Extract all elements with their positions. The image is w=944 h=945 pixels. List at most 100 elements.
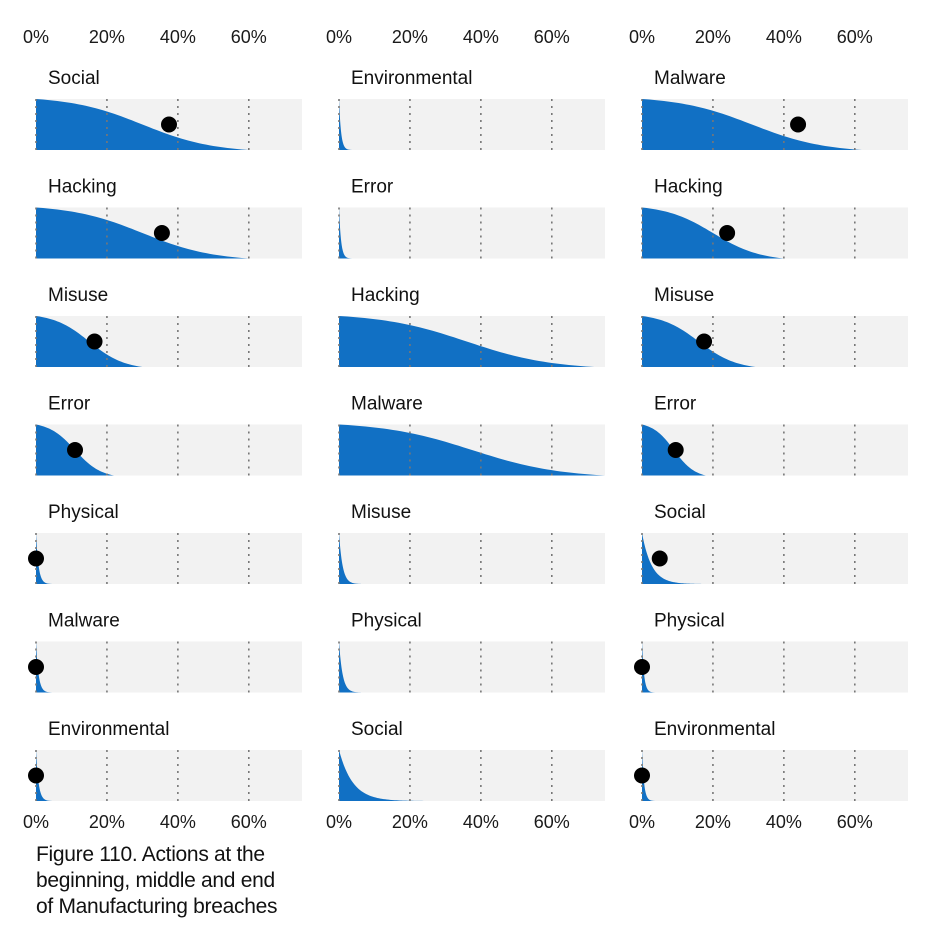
median-marker [651,550,668,567]
panel-label: Hacking [48,177,117,198]
median-marker [28,550,44,567]
bottom-tick-label: 20% [392,812,428,832]
panel-beginning-physical: Physical [28,502,302,584]
panel-label: Physical [654,611,725,632]
panel-label: Hacking [654,177,723,198]
panel-label: Environmental [48,719,169,740]
panel-label: Physical [351,611,422,632]
median-marker [28,767,44,784]
bottom-tick-label: 20% [695,812,731,832]
panel-track [642,750,908,801]
figure-caption: Figure 110. Actions at the beginning, mi… [36,842,336,920]
panel-label: Social [48,68,100,89]
panel-label: Error [48,394,91,415]
panel-beginning-hacking: Hacking [35,177,302,259]
median-marker [634,767,650,784]
distribution-area [339,641,364,693]
bottom-tick-label: 40% [766,812,802,832]
panel-beginning-environmental: Environmental [28,719,302,801]
panel-track [36,533,302,584]
caption-line-1: Figure 110. Actions at the [36,843,265,866]
top-tick-label: 20% [695,27,731,47]
panel-end-social: Social [641,502,908,584]
panel-label: Malware [351,394,423,415]
panel-end-physical: Physical [634,611,908,693]
panel-label: Misuse [48,285,108,306]
panel-beginning-misuse: Misuse [35,285,302,367]
top-tick-label: 40% [463,27,499,47]
panel-label: Physical [48,502,119,523]
panel-track [339,533,605,584]
distribution-area [36,533,54,584]
bottom-tick-label: 60% [231,812,267,832]
distribution-area [339,533,364,584]
panel-middle-misuse: Misuse [338,502,605,584]
distribution-area [36,750,54,801]
panel-label: Error [351,177,394,198]
panel-middle-hacking: Hacking [338,285,605,367]
distribution-area [339,99,354,150]
panel-beginning-social: Social [35,68,302,150]
panel-end-misuse: Misuse [641,285,908,367]
top-tick-label: 0% [326,27,352,47]
panel-beginning-malware: Malware [28,611,302,693]
panel-track [642,641,908,693]
column-end: 0% 20% 40% 60% 0% 20% 40% 60% Malware Hacking Misu… [629,27,908,832]
panel-label: Environmental [351,68,472,89]
panel-end-error: Error [641,394,908,476]
median-marker [696,333,713,350]
distribution-area [642,99,862,150]
panel-label: Hacking [351,285,420,306]
bottom-tick-label: 40% [160,812,196,832]
panel-end-malware: Malware [641,68,908,150]
distribution-area [339,424,605,476]
panel-label: Environmental [654,719,775,740]
panel-track [339,750,605,801]
caption-line-2: beginning, middle and end [36,869,275,892]
top-tick-label: 20% [89,27,125,47]
panel-track [36,750,302,801]
distribution-area [36,424,115,476]
panel-track [339,207,605,259]
distribution-area [339,316,595,367]
distribution-area [642,641,657,693]
distribution-area [339,750,435,801]
distribution-area [642,424,706,476]
panel-middle-social: Social [338,719,605,801]
distribution-area [36,641,54,693]
panel-label: Social [351,719,403,740]
distribution-area [36,99,249,150]
median-marker [634,659,650,675]
top-tick-label: 20% [392,27,428,47]
median-marker [161,116,177,133]
median-marker [153,225,170,241]
panel-middle-environmental: Environmental [338,68,605,150]
median-marker [667,442,684,458]
panel-middle-error: Error [338,177,605,259]
distribution-area [36,207,249,259]
bottom-tick-label: 40% [463,812,499,832]
median-marker [790,116,807,133]
distribution-area [339,207,354,259]
caption-line-3: of Manufacturing breaches [36,895,278,918]
panel-label: Social [654,502,706,523]
bottom-tick-label: 60% [837,812,873,832]
bottom-tick-label: 0% [326,812,352,832]
column-middle: 0% 20% 40% 60% 0% 20% 40% 60% Environmental Error… [326,27,605,832]
top-tick-label: 40% [766,27,802,47]
panel-end-hacking: Hacking [641,177,908,259]
panel-middle-physical: Physical [338,611,605,693]
panel-track [36,641,302,693]
median-marker [719,225,736,241]
panel-track [642,533,908,584]
distribution-area [642,750,657,801]
panel-track [339,641,605,693]
top-tick-label: 0% [629,27,655,47]
panel-label: Misuse [351,502,411,523]
panel-beginning-error: Error [35,394,302,476]
median-marker [67,442,84,458]
median-marker [28,659,44,675]
panel-middle-malware: Malware [338,394,605,476]
panel-end-environmental: Environmental [634,719,908,801]
